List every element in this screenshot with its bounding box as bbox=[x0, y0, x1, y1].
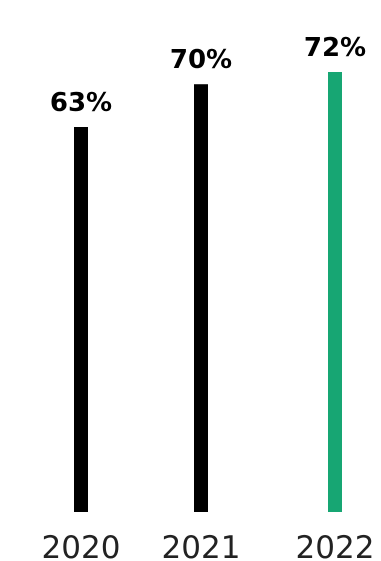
data-label-2021: 70% bbox=[170, 45, 232, 75]
data-label-2022: 72% bbox=[304, 33, 366, 63]
bar-2022 bbox=[328, 72, 342, 512]
bar-2020 bbox=[74, 127, 88, 512]
data-labels-group: 63% 70% 72% bbox=[50, 33, 366, 118]
data-label-2020: 63% bbox=[50, 88, 112, 118]
bars-group bbox=[74, 72, 342, 512]
x-tick-label-2022: 2022 bbox=[296, 530, 375, 561]
bar-2021 bbox=[194, 84, 208, 512]
x-tick-label-2021: 2021 bbox=[162, 530, 241, 561]
x-tick-label-2020: 2020 bbox=[42, 530, 121, 561]
x-tick-labels-group: 2020 2021 2022 bbox=[42, 530, 375, 561]
